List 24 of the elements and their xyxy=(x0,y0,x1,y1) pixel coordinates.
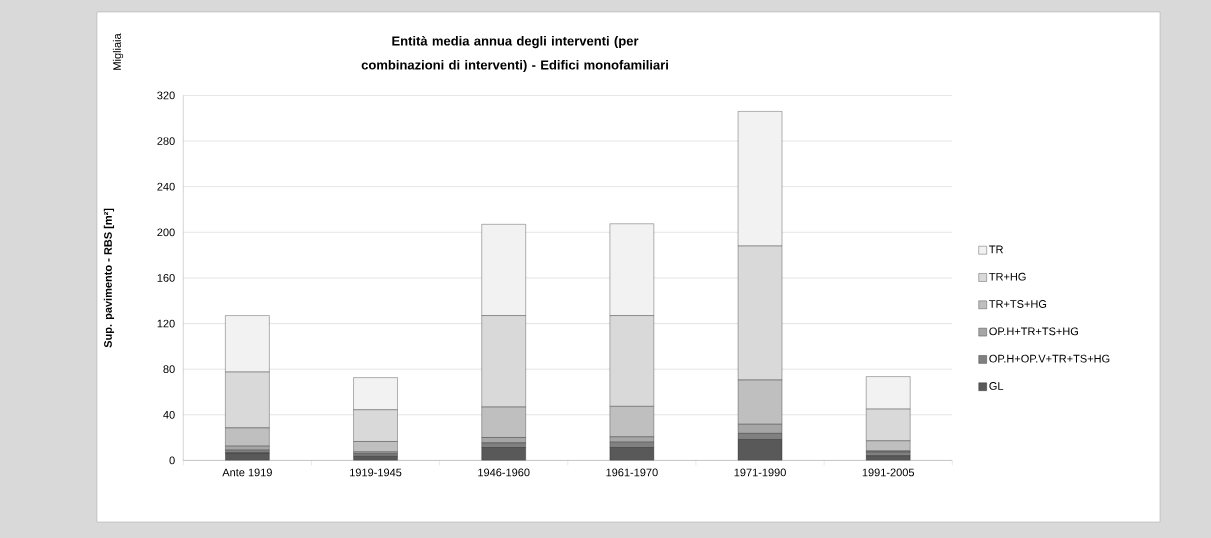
y-tick-label: 120 xyxy=(157,319,175,328)
y-tick-label: 0 xyxy=(169,456,175,465)
y-tick-label: 200 xyxy=(157,228,175,237)
x-tick-label: 1946-1960 xyxy=(478,468,530,477)
y-axis-title: Sup. pavimento - RBS [m²] xyxy=(103,208,115,348)
y-tick-label: 80 xyxy=(163,365,175,374)
legend-label: OP.H+OP.V+TR+TS+HG xyxy=(989,354,1110,363)
legend-label: TR+HG xyxy=(989,272,1026,281)
legend-label: TR xyxy=(989,245,1003,254)
x-tick-label: 1991-2005 xyxy=(862,468,915,477)
y-tick-label: 40 xyxy=(163,410,175,419)
text: Migliaia xyxy=(112,33,124,70)
y-tick-label: 280 xyxy=(157,137,175,145)
x-tick-label: 1919-1945 xyxy=(350,468,402,477)
y-tick-label: 240 xyxy=(157,182,175,191)
x-tick-label: 1971-1990 xyxy=(734,468,786,477)
x-tick-label: 1961-1970 xyxy=(606,468,658,477)
legend-label: OP.H+TR+TS+HG xyxy=(989,327,1078,336)
y-tick-label: 160 xyxy=(157,274,175,282)
legend-label: GL xyxy=(989,382,1004,390)
legend-label: TR+TS+HG xyxy=(989,300,1047,308)
chart-title: Entità media annua degli interventi (per combinazioni di interventi) - Edifici monofamiliari xyxy=(361,35,668,73)
x-tick-label: Ante 1919 xyxy=(222,468,272,477)
y-tick-label: 320 xyxy=(157,91,175,100)
